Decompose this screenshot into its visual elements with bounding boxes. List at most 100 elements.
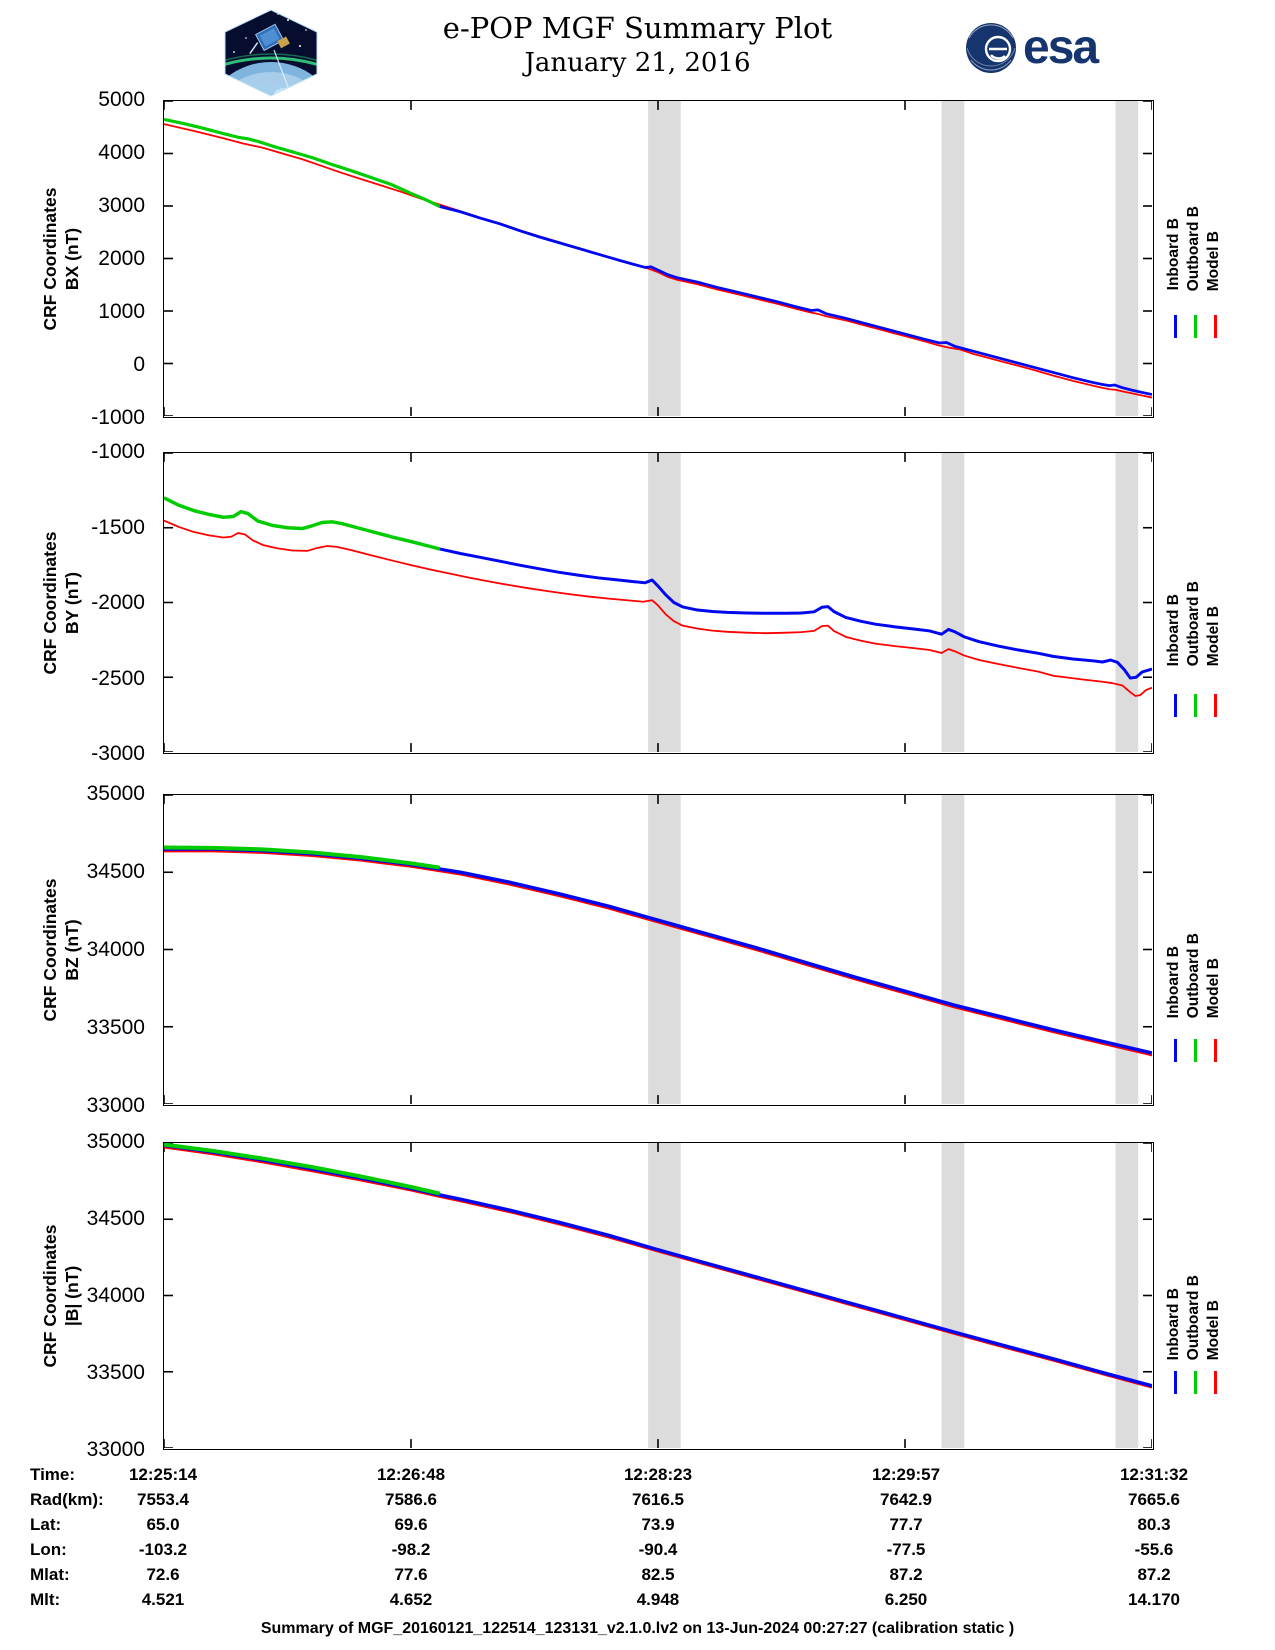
panel-bmag: CRF Coordinates |B| (nT) 35000 34500 34000 3… bbox=[0, 1130, 1275, 1461]
y-tick-label: 33000 bbox=[86, 1438, 145, 1461]
table-row-lat: Lat: 65.0 69.6 73.9 77.7 80.3 bbox=[0, 1512, 1275, 1537]
table-row-lon: Lon: -103.2 -98.2 -90.4 -77.5 -55.6 bbox=[0, 1537, 1275, 1562]
y-tick-label: 5000 bbox=[98, 88, 145, 111]
table-cell: 4.652 bbox=[389, 1590, 433, 1609]
table-cell: 73.9 bbox=[641, 1515, 675, 1534]
y-tick-label: 34500 bbox=[86, 1207, 145, 1230]
table-cell: 12:26:48 bbox=[376, 1465, 446, 1484]
shadow-band bbox=[941, 101, 965, 416]
esa-wordmark: esa bbox=[1023, 21, 1099, 74]
series-outboard-b bbox=[164, 1143, 441, 1196]
y-tick-label: 3000 bbox=[98, 194, 145, 217]
y-tick-label: -3000 bbox=[91, 742, 145, 765]
table-cell: -55.6 bbox=[1134, 1540, 1174, 1559]
table-cell: 80.3 bbox=[1137, 1515, 1171, 1534]
table-row-mlat: Mlat: 72.6 77.6 82.5 87.2 87.2 bbox=[0, 1562, 1275, 1587]
table-cell: 7586.6 bbox=[385, 1490, 437, 1509]
y-tick-label: 35000 bbox=[86, 782, 145, 805]
y-tick-label: 0 bbox=[133, 353, 145, 376]
y-tick-label: -1500 bbox=[91, 515, 145, 539]
table-cell: 12:31:32 bbox=[1119, 1465, 1189, 1484]
y-tick-label: 34500 bbox=[86, 860, 145, 883]
row-label: Time: bbox=[30, 1465, 76, 1484]
table-cell: -103.2 bbox=[138, 1540, 188, 1559]
y-tick-label: -1000 bbox=[91, 406, 145, 429]
row-label: Lon: bbox=[30, 1540, 67, 1559]
y-tick-label: 33500 bbox=[86, 1361, 145, 1384]
legend-label: Inboard B bbox=[1165, 218, 1182, 291]
legend-by: Inboard B Outboard B Model B bbox=[1163, 452, 1243, 754]
y-tick-label: 1000 bbox=[98, 300, 145, 323]
plot-area-bx bbox=[163, 100, 1154, 418]
legend-label: Inboard B bbox=[1165, 594, 1182, 667]
legend-label: Inboard B bbox=[1165, 1288, 1182, 1361]
series-inboard-b bbox=[439, 205, 1152, 396]
legend-key-mark bbox=[1185, 1370, 1205, 1394]
panel-bx: CRF Coordinates BX (nT) 5000 4000 3000 2000 1… bbox=[0, 88, 1275, 429]
row-label: Mlat: bbox=[30, 1565, 70, 1584]
y-tick-label: 35000 bbox=[86, 1130, 145, 1153]
table-row-time: Time: 12:25:14 12:26:48 12:28:23 12:29:5… bbox=[0, 1462, 1275, 1487]
y-tick-label: 2000 bbox=[98, 247, 145, 270]
shadow-band bbox=[648, 101, 681, 416]
legend-bx: Inboard B Outboard B Model B bbox=[1163, 100, 1243, 418]
legend-key-mark bbox=[1205, 694, 1225, 718]
shadow-band bbox=[1115, 1143, 1139, 1448]
summary-line: Summary of MGF_20160121_122514_123131_v2… bbox=[260, 1620, 1015, 1637]
table-cell: 14.170 bbox=[1128, 1590, 1180, 1609]
legend-label: Model B bbox=[1205, 606, 1222, 667]
panel-by: CRF Coordinates BY (nT) -1000 -1500 -2000 -2… bbox=[0, 440, 1275, 765]
row-label: Rad(km): bbox=[30, 1490, 104, 1509]
legend-key-mark bbox=[1165, 1370, 1185, 1394]
y-tick-label: 34000 bbox=[86, 938, 145, 961]
table-cell: -98.2 bbox=[391, 1540, 431, 1559]
legend-key-mark bbox=[1185, 314, 1205, 338]
table-cell: 7642.9 bbox=[880, 1490, 932, 1509]
cassiope-patch-graphic: CASSIOPE bbox=[222, 7, 320, 99]
y-tick-labels: 35000 34500 34000 33500 33000 bbox=[40, 1130, 153, 1461]
plot-area-bz bbox=[163, 794, 1154, 1106]
table-cell: 77.6 bbox=[394, 1565, 428, 1584]
y-tick-labels: 35000 34500 34000 33500 33000 bbox=[40, 782, 153, 1117]
legend-keys bbox=[1165, 1038, 1225, 1062]
y-tick-label: -2000 bbox=[91, 591, 145, 614]
plot-area-bmag bbox=[163, 1142, 1154, 1450]
legend-key-mark bbox=[1165, 1038, 1185, 1062]
table-cell: 65.0 bbox=[146, 1515, 180, 1534]
esa-logo: esa bbox=[965, 21, 1099, 74]
legend-key-mark bbox=[1185, 694, 1205, 718]
table-row-mlt: Mlt: 4.521 4.652 4.948 6.250 14.170 bbox=[0, 1587, 1275, 1612]
table-cell: 7553.4 bbox=[137, 1490, 189, 1509]
panel-bz: CRF Coordinates BZ (nT) 35000 34500 34000 33… bbox=[0, 782, 1275, 1117]
legend-key-mark bbox=[1185, 1038, 1205, 1062]
patch-satellite bbox=[249, 23, 290, 54]
y-tick-label: -2500 bbox=[91, 666, 145, 690]
esa-globe-icon bbox=[966, 23, 1016, 73]
series-inboard-b bbox=[439, 547, 1152, 680]
table-cell: 77.7 bbox=[889, 1515, 923, 1534]
legend-keys bbox=[1165, 694, 1225, 718]
legend-bz: Inboard B Outboard B Model B bbox=[1163, 794, 1243, 1106]
plot-area-by bbox=[163, 452, 1154, 754]
legend-label: Inboard B bbox=[1165, 946, 1182, 1019]
table-cell: 87.2 bbox=[1137, 1565, 1171, 1584]
cassiope-mission-patch: CASSIOPE bbox=[218, 6, 324, 105]
patch-mission-name: CASSIOPE bbox=[248, 83, 294, 92]
legend-labels: Inboard B Outboard B Model B bbox=[1165, 581, 1225, 666]
legend-key-mark bbox=[1165, 694, 1185, 718]
y-tick-label: 33000 bbox=[86, 1094, 145, 1117]
legend-labels: Inboard B Outboard B Model B bbox=[1165, 206, 1225, 291]
shadow-band bbox=[1115, 453, 1139, 752]
legend-label: Model B bbox=[1205, 1300, 1222, 1361]
legend-label: Outboard B bbox=[1185, 1275, 1202, 1361]
plot-titles: e-POP MGF Summary Plot January 21, 2016 bbox=[0, 10, 1275, 80]
y-tick-labels: -1000 -1500 -2000 -2500 -3000 bbox=[40, 440, 153, 765]
legend-key-mark bbox=[1165, 314, 1185, 338]
table-cell: 7616.5 bbox=[632, 1490, 684, 1509]
row-label: Lat: bbox=[30, 1515, 62, 1534]
legend-keys bbox=[1165, 314, 1225, 338]
series-model-b bbox=[164, 519, 1152, 697]
legend-bmag: Inboard B Outboard B Model B bbox=[1163, 1142, 1243, 1450]
table-cell: 87.2 bbox=[889, 1565, 923, 1584]
